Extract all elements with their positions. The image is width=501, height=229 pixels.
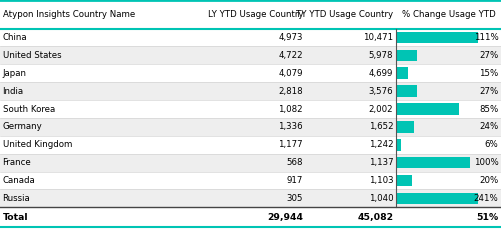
Text: 4,699: 4,699 — [369, 69, 393, 78]
Text: 4,722: 4,722 — [279, 51, 303, 60]
Text: 1,336: 1,336 — [279, 122, 303, 131]
Text: 2,002: 2,002 — [369, 104, 393, 114]
Text: 3,576: 3,576 — [369, 87, 393, 96]
Text: Atypon Insights Country Name: Atypon Insights Country Name — [3, 10, 135, 19]
Text: 85%: 85% — [479, 104, 498, 114]
Bar — [397, 193, 478, 204]
Bar — [397, 103, 459, 115]
Bar — [0, 82, 501, 100]
Bar — [0, 118, 501, 136]
Bar — [0, 100, 501, 118]
Text: 100%: 100% — [474, 158, 498, 167]
Bar — [0, 29, 501, 46]
Bar — [397, 175, 411, 186]
Text: Germany: Germany — [3, 122, 42, 131]
Text: Canada: Canada — [3, 176, 35, 185]
Text: 5,978: 5,978 — [369, 51, 393, 60]
Bar — [0, 0, 501, 29]
Text: % Change Usage YTD: % Change Usage YTD — [401, 10, 495, 19]
Text: 6%: 6% — [485, 140, 498, 149]
Text: 1,242: 1,242 — [369, 140, 393, 149]
Text: TY YTD Usage Country: TY YTD Usage Country — [296, 10, 393, 19]
Text: 1,082: 1,082 — [279, 104, 303, 114]
Text: India: India — [3, 87, 24, 96]
Text: 20%: 20% — [479, 176, 498, 185]
Text: South Korea: South Korea — [3, 104, 55, 114]
Text: 2,818: 2,818 — [279, 87, 303, 96]
Text: 51%: 51% — [476, 213, 498, 222]
Bar — [397, 121, 414, 133]
Bar — [397, 68, 408, 79]
Text: 111%: 111% — [474, 33, 498, 42]
Bar — [397, 50, 417, 61]
Bar — [0, 189, 501, 207]
Text: 4,973: 4,973 — [279, 33, 303, 42]
Bar — [0, 64, 501, 82]
Text: 4,079: 4,079 — [279, 69, 303, 78]
Bar — [0, 207, 501, 229]
Text: 15%: 15% — [479, 69, 498, 78]
Text: Japan: Japan — [3, 69, 27, 78]
Bar — [397, 32, 478, 43]
Text: 305: 305 — [287, 194, 303, 203]
Text: 27%: 27% — [479, 87, 498, 96]
Bar — [397, 157, 470, 168]
Text: 10,471: 10,471 — [363, 33, 393, 42]
Text: 241%: 241% — [474, 194, 498, 203]
Text: United Kingdom: United Kingdom — [3, 140, 72, 149]
Text: LY YTD Usage Country: LY YTD Usage Country — [207, 10, 303, 19]
Text: 917: 917 — [287, 176, 303, 185]
Bar — [0, 46, 501, 64]
Text: 24%: 24% — [479, 122, 498, 131]
Bar — [0, 154, 501, 172]
Text: 568: 568 — [287, 158, 303, 167]
Text: 1,040: 1,040 — [369, 194, 393, 203]
Text: 1,652: 1,652 — [369, 122, 393, 131]
Text: 45,082: 45,082 — [357, 213, 393, 222]
Text: 1,103: 1,103 — [369, 176, 393, 185]
Bar — [0, 172, 501, 189]
Text: Russia: Russia — [3, 194, 30, 203]
Text: Total: Total — [3, 213, 28, 222]
Text: 1,137: 1,137 — [369, 158, 393, 167]
Text: United States: United States — [3, 51, 61, 60]
Bar — [397, 85, 417, 97]
Bar — [397, 139, 401, 150]
Text: 1,177: 1,177 — [279, 140, 303, 149]
Text: 29,944: 29,944 — [267, 213, 303, 222]
Text: France: France — [3, 158, 31, 167]
Text: China: China — [3, 33, 27, 42]
Bar — [0, 136, 501, 154]
Text: 27%: 27% — [479, 51, 498, 60]
